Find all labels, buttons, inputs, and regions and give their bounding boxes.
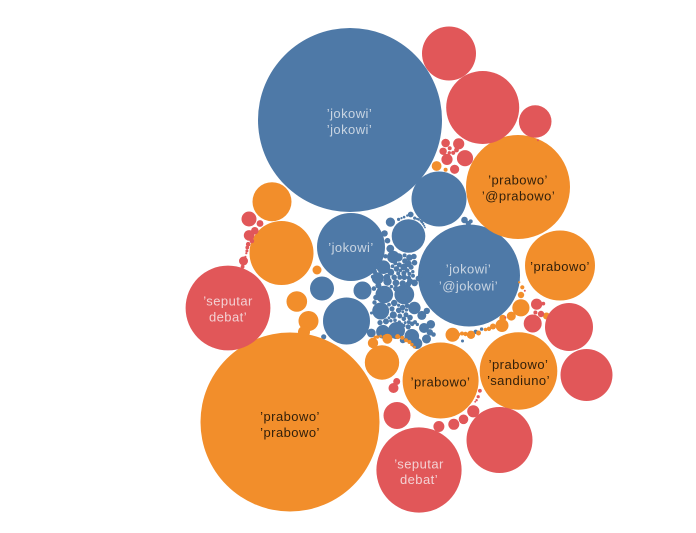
svg-text:’prabowo’: ’prabowo’ — [260, 425, 320, 440]
svg-text:’@jokowi’: ’@jokowi’ — [439, 279, 498, 294]
svg-text:debat’: debat’ — [400, 472, 438, 487]
svg-text:’jokowi’: ’jokowi’ — [327, 106, 373, 121]
svg-text:’prabowo’: ’prabowo’ — [260, 409, 320, 424]
svg-text:’@prabowo’: ’@prabowo’ — [482, 189, 555, 204]
svg-text:debat’: debat’ — [209, 310, 247, 325]
svg-text:’jokowi’: ’jokowi’ — [328, 240, 374, 255]
svg-text:’seputar: ’seputar — [394, 457, 444, 472]
svg-text:’prabowo’: ’prabowo’ — [488, 173, 548, 188]
svg-text:’prabowo’: ’prabowo’ — [530, 259, 590, 274]
svg-text:’prabowo’: ’prabowo’ — [411, 375, 471, 390]
svg-text:’jokowi’: ’jokowi’ — [327, 122, 373, 137]
svg-text:’seputar: ’seputar — [203, 294, 253, 309]
svg-text:’prabowo’: ’prabowo’ — [489, 357, 549, 372]
svg-text:’jokowi’: ’jokowi’ — [446, 262, 492, 277]
svg-text:’sandiuno’: ’sandiuno’ — [487, 373, 550, 388]
